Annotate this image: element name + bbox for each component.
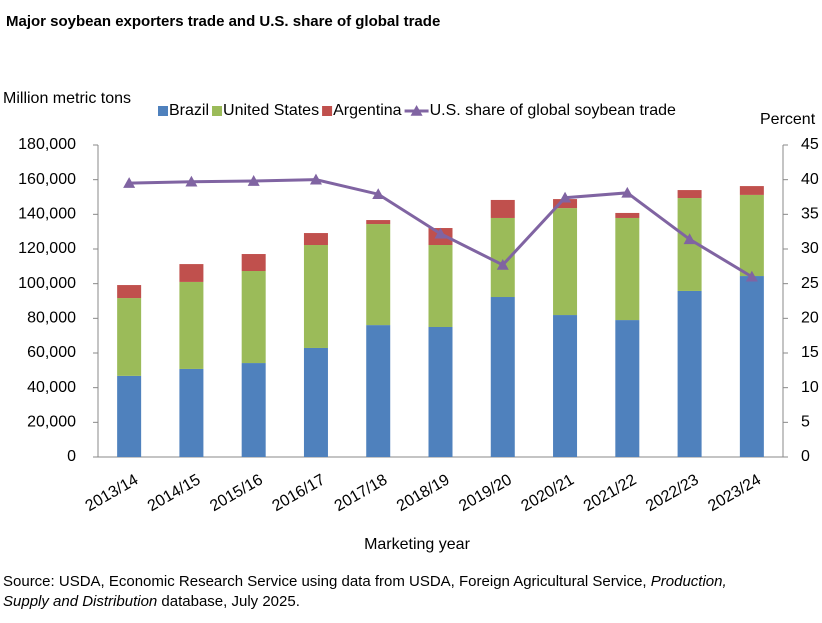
source-line: Source: USDA, Economic Research Service …	[3, 572, 727, 592]
x-tick-label: 2023/24	[705, 471, 764, 515]
bar	[303, 245, 328, 348]
y2-tick-label: 40	[801, 171, 819, 188]
marker	[683, 233, 696, 245]
bar	[179, 264, 204, 282]
source-text: database, July 2025.	[157, 593, 300, 610]
y-tick-label: 20,000	[27, 414, 76, 431]
marker	[123, 177, 136, 188]
bar	[490, 199, 515, 218]
x-tick-label: 2020/21	[519, 471, 578, 515]
bar	[615, 320, 640, 457]
x-tick-label: 2016/17	[269, 471, 328, 515]
legend-swatch	[322, 106, 333, 116]
marker	[621, 186, 634, 198]
bar	[553, 315, 578, 457]
bar	[241, 271, 266, 364]
legend-swatch	[158, 106, 168, 116]
y2-tick-label: 10	[801, 379, 819, 396]
bar	[179, 281, 204, 369]
bar	[179, 368, 204, 457]
y2-tick-label: 45	[801, 136, 819, 153]
bar	[615, 217, 640, 321]
marker	[496, 258, 509, 270]
x-tick-label: 2018/19	[394, 471, 453, 515]
marker	[309, 173, 322, 185]
marker	[559, 191, 572, 203]
y-tick-label: 160,000	[18, 171, 76, 188]
bar	[677, 190, 702, 199]
bar	[553, 208, 578, 316]
marker	[372, 188, 385, 200]
y2-tick-label: 0	[801, 448, 810, 465]
bar	[428, 327, 453, 457]
x-tick-label: 2014/15	[145, 471, 204, 515]
bar	[241, 254, 266, 272]
bar	[241, 363, 266, 457]
y2-tick-label: 20	[801, 310, 819, 327]
x-tick-label: 2022/23	[643, 471, 702, 515]
marker	[434, 227, 447, 239]
y-tick-label: 40,000	[27, 379, 76, 396]
source-text: Supply and Distribution	[3, 593, 158, 610]
x-axis-title: Marketing year	[364, 536, 470, 553]
bar	[303, 347, 328, 457]
source-text: Production,	[650, 573, 727, 590]
x-tick-label: 2019/20	[456, 471, 515, 515]
bar	[739, 276, 764, 457]
bar	[677, 290, 702, 457]
y2-tick-label: 5	[801, 414, 810, 431]
y-tick-label: 140,000	[18, 206, 76, 223]
legend-label: United States	[223, 102, 319, 119]
chart: Major soybean exporters trade and U.S. s…	[3, 13, 819, 553]
legend-label: Brazil	[169, 102, 209, 119]
source-text: Source: USDA, Economic Research Service …	[3, 573, 651, 590]
bar	[615, 212, 640, 218]
marker	[185, 175, 198, 187]
chart-title: Major soybean exporters trade and U.S. s…	[6, 13, 440, 30]
y2-axis-title: Percent	[760, 111, 816, 128]
y-tick-label: 60,000	[27, 344, 76, 361]
legend-label: Argentina	[333, 102, 402, 119]
bar	[428, 245, 453, 327]
legend-swatch	[212, 106, 223, 116]
y-tick-label: 120,000	[18, 240, 76, 257]
bar	[117, 298, 142, 376]
y2-tick-label: 30	[801, 240, 819, 257]
x-tick-label: 2017/18	[332, 471, 391, 515]
marker	[745, 270, 758, 282]
bar	[553, 199, 578, 209]
bar	[739, 186, 764, 195]
y-tick-label: 180,000	[18, 136, 76, 153]
y-tick-label: 0	[67, 448, 76, 465]
bar	[117, 285, 142, 299]
y-tick-label: 80,000	[27, 310, 76, 327]
y2-tick-label: 35	[801, 206, 819, 223]
bar	[739, 194, 764, 277]
x-tick-label: 2013/14	[83, 471, 142, 515]
legend-label: U.S. share of global soybean trade	[430, 102, 676, 119]
bar	[490, 297, 515, 457]
bar	[490, 217, 515, 298]
source: Source: USDA, Economic Research Service …	[3, 572, 727, 612]
y-tick-label: 100,000	[18, 275, 76, 292]
bar	[366, 220, 391, 225]
bar	[366, 325, 391, 457]
bar	[303, 233, 328, 246]
y2-tick-label: 25	[801, 275, 819, 292]
x-tick-label: 2021/22	[581, 471, 640, 515]
marker	[247, 175, 260, 186]
legend-swatch	[410, 105, 423, 116]
x-tick-label: 2015/16	[207, 471, 266, 515]
y2-tick-label: 15	[801, 344, 819, 361]
bar	[366, 224, 391, 326]
bar	[117, 375, 142, 457]
y-axis-title: Million metric tons	[3, 90, 131, 107]
source-line: Supply and Distribution database, July 2…	[3, 592, 727, 612]
